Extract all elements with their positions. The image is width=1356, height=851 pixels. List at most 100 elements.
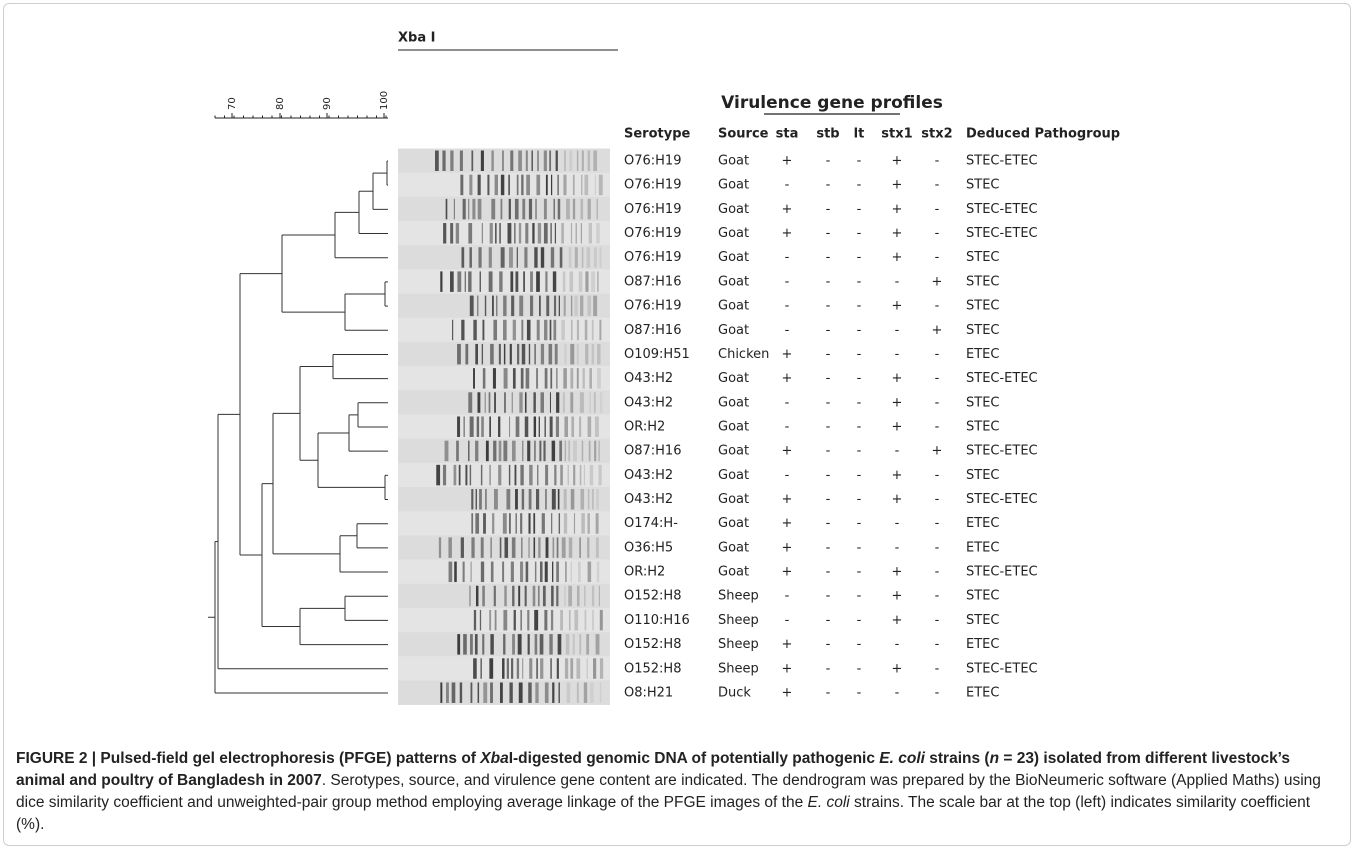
gel-band bbox=[580, 223, 583, 244]
gel-band bbox=[484, 295, 487, 317]
table-cell: ETEC bbox=[966, 540, 999, 555]
gel-band bbox=[599, 658, 604, 679]
gel-band bbox=[570, 319, 573, 341]
gel-band bbox=[454, 561, 457, 583]
table-cell: + bbox=[782, 444, 793, 459]
gel-band bbox=[499, 271, 503, 292]
gel-band bbox=[570, 392, 574, 413]
gel-band bbox=[528, 537, 530, 558]
gel-band bbox=[509, 343, 512, 365]
gel-band bbox=[480, 658, 482, 679]
gel-band bbox=[511, 392, 513, 413]
gel-band bbox=[528, 343, 531, 365]
table-cell: + bbox=[932, 274, 943, 289]
gel-band bbox=[588, 223, 592, 244]
gel-band bbox=[491, 198, 496, 220]
gel-band bbox=[533, 416, 537, 437]
gel-band bbox=[521, 489, 525, 510]
gel-band bbox=[550, 609, 554, 631]
gel-band bbox=[471, 513, 474, 534]
gel-band bbox=[584, 585, 586, 607]
gel-band bbox=[587, 295, 592, 317]
table-cell: ETEC bbox=[966, 347, 999, 362]
gel-band bbox=[508, 174, 510, 196]
gel-band bbox=[521, 319, 524, 341]
table-cell: - bbox=[785, 323, 790, 338]
gel-band bbox=[465, 464, 468, 486]
gel-image bbox=[398, 148, 610, 705]
gel-band bbox=[482, 634, 485, 655]
gel-band bbox=[574, 609, 579, 631]
gel-band bbox=[542, 585, 546, 607]
table-cell: - bbox=[785, 178, 790, 193]
gel-lane bbox=[398, 462, 610, 488]
gel-band bbox=[585, 271, 589, 292]
gel-band bbox=[583, 682, 588, 703]
gel-band bbox=[516, 658, 520, 679]
gel-band bbox=[436, 464, 441, 486]
gel-band bbox=[534, 634, 538, 655]
gel-band bbox=[448, 561, 453, 583]
gel-band bbox=[444, 440, 449, 462]
gel-band bbox=[487, 174, 490, 196]
table-cell: - bbox=[935, 637, 940, 652]
gel-band bbox=[533, 392, 536, 413]
gel-band bbox=[492, 368, 496, 389]
gel-band bbox=[481, 416, 484, 437]
table-cell: + bbox=[892, 202, 903, 217]
gel-band bbox=[469, 464, 472, 486]
caption-text: I-digested genomic DNA of potentially pa… bbox=[508, 750, 880, 767]
table-cell: + bbox=[892, 613, 903, 628]
gel-band bbox=[514, 223, 516, 244]
gel-band bbox=[509, 416, 511, 437]
scale-tick-label: 70 bbox=[227, 97, 238, 110]
table-cell: - bbox=[935, 226, 940, 241]
gel-band bbox=[521, 343, 526, 365]
table-cell: O87:H16 bbox=[624, 274, 681, 289]
gel-band bbox=[584, 174, 589, 196]
gel-band bbox=[489, 658, 494, 679]
gel-band bbox=[596, 198, 598, 220]
gel-band bbox=[469, 247, 472, 268]
column-header: Serotype bbox=[624, 127, 691, 142]
gel-band bbox=[570, 489, 575, 510]
gel-band bbox=[520, 513, 523, 534]
gel-band bbox=[593, 392, 596, 413]
gel-band bbox=[570, 368, 574, 389]
gel-band bbox=[536, 319, 540, 341]
gel-band bbox=[468, 223, 473, 244]
gel-band bbox=[475, 440, 479, 462]
gel-band bbox=[518, 223, 522, 244]
table-cell: - bbox=[857, 299, 862, 314]
gel-band bbox=[504, 585, 507, 607]
gel-band bbox=[574, 295, 578, 317]
gel-band bbox=[561, 319, 565, 341]
gel-band bbox=[539, 440, 542, 462]
gel-band bbox=[559, 440, 563, 462]
table-cell: - bbox=[895, 685, 900, 700]
table-cell: - bbox=[826, 299, 831, 314]
column-header: stb bbox=[816, 127, 839, 142]
gel-band bbox=[545, 271, 548, 292]
table-cell: - bbox=[857, 661, 862, 676]
table-cell: Goat bbox=[718, 419, 749, 434]
table-cell: ETEC bbox=[966, 685, 999, 700]
gel-band bbox=[442, 464, 447, 486]
gel-band bbox=[515, 271, 519, 292]
gel-band bbox=[440, 682, 443, 703]
table-cell: - bbox=[857, 274, 862, 289]
gel-band bbox=[498, 343, 501, 365]
gel-band bbox=[499, 537, 502, 558]
table-cell: + bbox=[782, 371, 793, 386]
gel-lane bbox=[398, 390, 610, 415]
table-cell: - bbox=[857, 250, 862, 265]
gel-band bbox=[489, 416, 491, 437]
table-cell: O109:H51 bbox=[624, 347, 690, 362]
gel-band bbox=[559, 247, 563, 268]
gel-band bbox=[534, 609, 539, 631]
gel-band bbox=[545, 489, 547, 510]
gel-band bbox=[522, 440, 524, 462]
table-cell: O43:H2 bbox=[624, 468, 673, 483]
gel-band bbox=[585, 343, 589, 365]
gel-band bbox=[525, 223, 529, 244]
